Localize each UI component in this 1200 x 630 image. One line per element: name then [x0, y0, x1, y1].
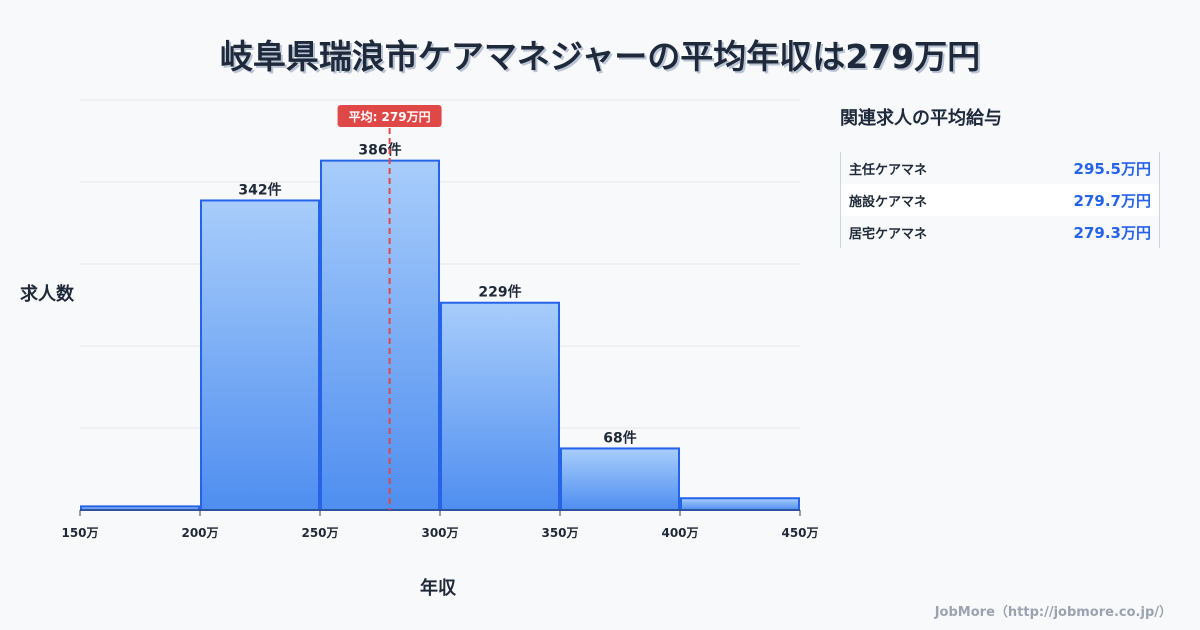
histogram-bar: [560, 447, 680, 511]
x-axis-label: 年収: [420, 578, 456, 599]
salary-value: 295.5万円: [1073, 159, 1151, 178]
x-tick-label: 300万: [421, 526, 458, 540]
histogram-bar: [440, 301, 560, 511]
histogram: 342件 386件 229件 68件 150万 200万 250万 300万 350万 400万 4…: [61, 99, 819, 540]
credit: JobMore（http://jobmore.co.jp/）: [934, 605, 1172, 620]
job-name: 主任ケアマネ: [849, 162, 928, 178]
salary-value: 279.7万円: [1073, 191, 1151, 210]
y-axis-label: 求人数: [20, 284, 74, 305]
chart-title: 岐阜県瑞浪市ケアマネジャーの平均年収は279万円: [219, 37, 981, 76]
related-salaries-panel: 関連求人の平均給与 主任ケアマネ 295.5万円 施設ケアマネ 279.7万円 居宅…: [840, 104, 1160, 248]
salary-table: 主任ケアマネ 295.5万円 施設ケアマネ 279.7万円 居宅ケアマネ 279.3万…: [840, 152, 1160, 248]
histogram-bar: [80, 505, 200, 512]
histogram-bar: [200, 199, 320, 512]
histogram-bar: [320, 159, 440, 512]
table-row: 施設ケアマネ 279.7万円: [841, 184, 1159, 216]
bar-data-label: 342件: [238, 181, 281, 198]
panel-title: 関連求人の平均給与: [840, 108, 1002, 129]
table-row: 居宅ケアマネ 279.3万円: [841, 216, 1159, 248]
x-tick-label: 200万: [181, 526, 218, 540]
mean-label: 平均: 279万円: [349, 109, 431, 124]
job-name: 居宅ケアマネ: [849, 226, 928, 242]
table-row: 主任ケアマネ 295.5万円: [841, 152, 1159, 184]
bar-data-label: 229件: [478, 284, 521, 301]
bar-data-label: 68件: [603, 429, 636, 446]
x-tick-label: 250万: [301, 526, 338, 540]
salary-value: 279.3万円: [1073, 223, 1151, 242]
x-tick-label: 150万: [61, 526, 98, 540]
mean-badge: [337, 105, 442, 127]
x-tick-label: 450万: [781, 526, 818, 540]
job-name: 施設ケアマネ: [849, 194, 928, 210]
x-tick-label: 350万: [541, 526, 578, 540]
x-tick-label: 400万: [661, 526, 698, 540]
histogram-bar: [680, 497, 800, 512]
bar-data-label: 386件: [358, 142, 401, 159]
